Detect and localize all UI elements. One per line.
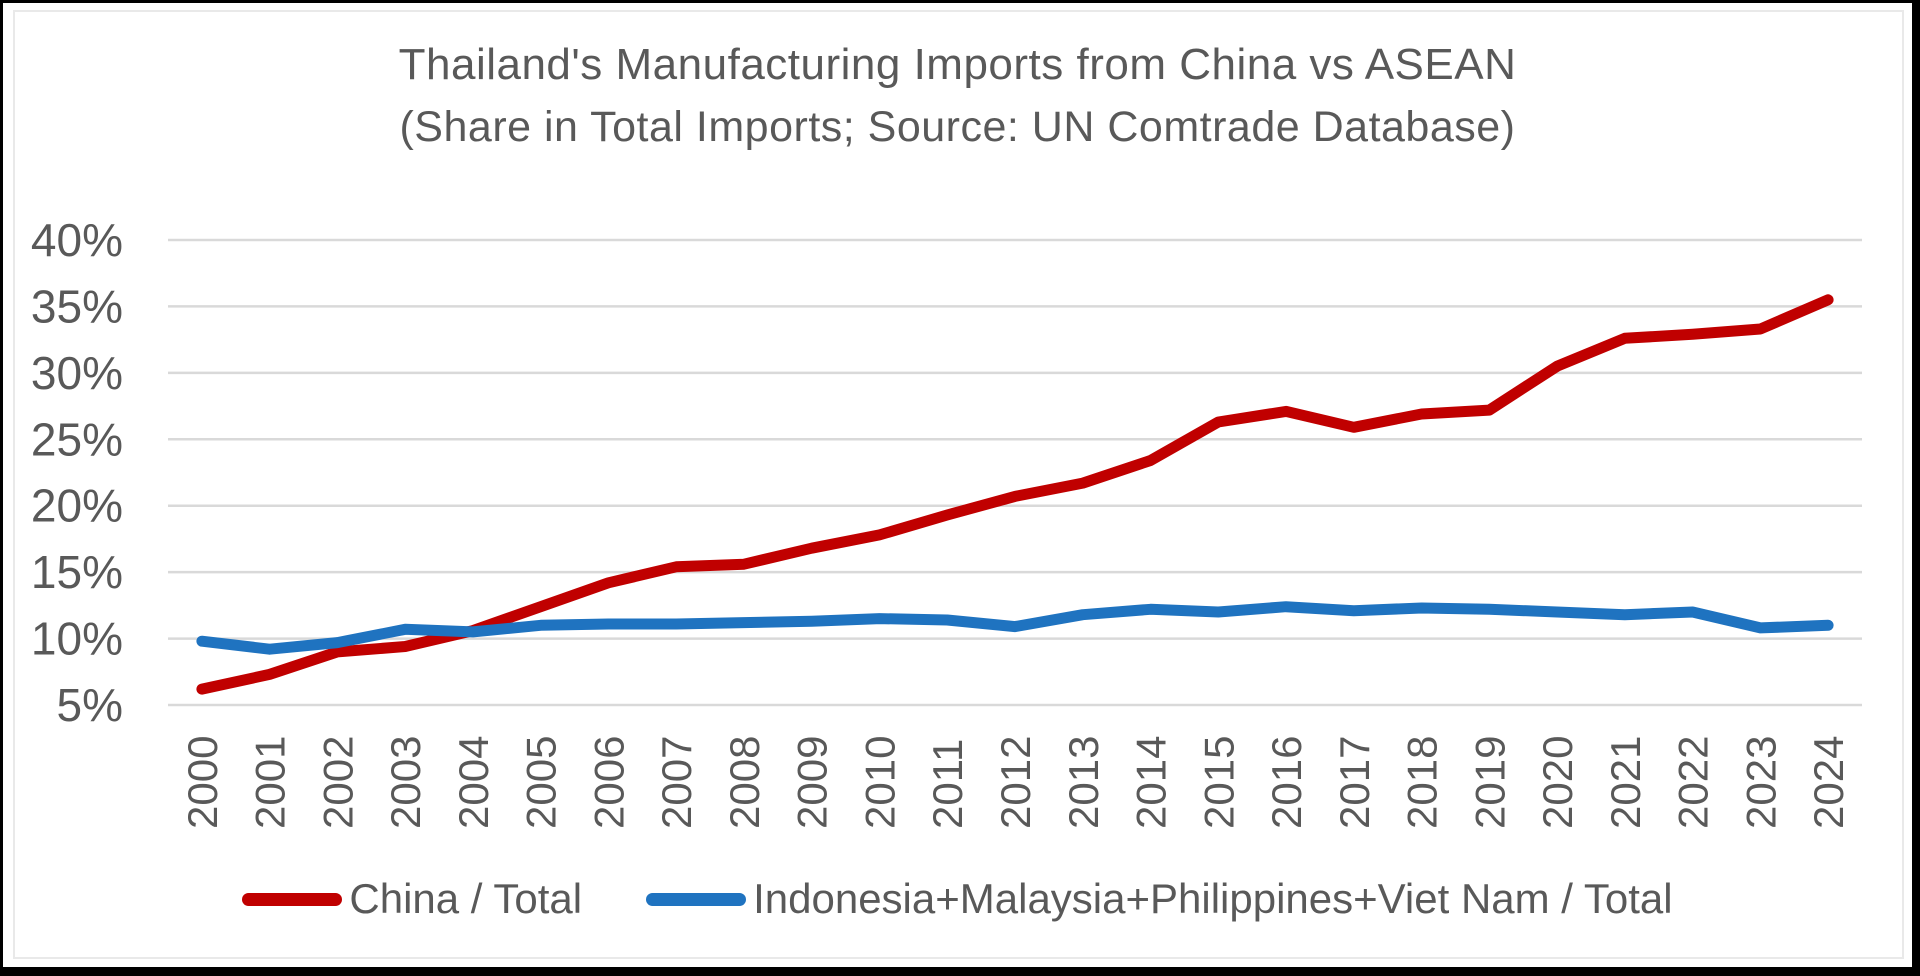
x-axis-tick-label: 2005 (518, 736, 565, 829)
series-line-asean (196, 601, 1834, 655)
chart-title: Thailand's Manufacturing Imports from Ch… (398, 40, 1517, 89)
y-axis-tick-label: 25% (31, 413, 123, 465)
y-axis-tick-label: 30% (31, 347, 123, 399)
x-axis-tick-label: 2003 (382, 736, 429, 829)
legend-item-asean: Indonesia+Malaysia+Philippines+Viet Nam … (646, 875, 1673, 923)
y-axis-tick-label: 20% (31, 480, 123, 532)
x-axis-tick-label: 2024 (1805, 736, 1852, 829)
x-axis-tick-label: 2012 (992, 736, 1039, 829)
y-axis-tick-label: 10% (31, 613, 123, 665)
x-axis-tick-label: 2020 (1534, 736, 1581, 829)
chart-subtitle: (Share in Total Imports; Source: UN Comt… (399, 103, 1516, 151)
x-axis-tick-label: 2016 (1263, 736, 1310, 829)
legend-swatch-china (242, 892, 343, 906)
x-axis-tick-label: 2014 (1128, 736, 1175, 829)
x-axis-tick-label: 2008 (721, 736, 768, 829)
legend-item-china: China / Total (242, 875, 582, 923)
x-axis-tick-label: 2000 (179, 736, 226, 829)
x-axis-tick-label: 2013 (1060, 736, 1107, 829)
x-axis-tick-label: 2004 (450, 736, 497, 829)
x-axis-tick-label: 2018 (1399, 736, 1446, 829)
x-axis-tick-label: 2011 (924, 739, 971, 829)
x-axis-tick-label: 2010 (857, 736, 904, 829)
chart-area-border (13, 10, 1904, 959)
x-axis-tick-label: 2015 (1195, 736, 1242, 829)
plot-area: 5% 10% 15% 20% 25% 30% 35% 40% 2000 2001 2002 2003 2… (31, 214, 1862, 829)
x-axis-tick-label: 2022 (1670, 736, 1717, 829)
chart-canvas: Thailand's Manufacturing Imports from Ch… (3, 3, 1912, 967)
x-axis-tick-label: 2023 (1737, 736, 1784, 829)
legend-label: Indonesia+Malaysia+Philippines+Viet Nam … (753, 875, 1673, 922)
x-axis-tick-label: 2017 (1331, 736, 1378, 829)
x-axis-tick-label: 2019 (1466, 736, 1513, 829)
y-axis-tick-label: 15% (31, 546, 123, 598)
x-axis-tick-label: 2007 (653, 736, 700, 829)
x-axis-tick-label: 2001 (247, 736, 294, 829)
y-axis-tick-label: 35% (31, 280, 123, 332)
x-axis-tick-label: 2002 (314, 736, 361, 829)
y-axis-tick-label: 40% (31, 214, 123, 266)
x-axis-tick-label: 2021 (1602, 736, 1649, 829)
legend-swatch-asean (646, 892, 747, 906)
legend-label: China / Total (349, 875, 583, 922)
x-axis-tick-label: 2009 (789, 736, 836, 829)
legend: China / Total Indonesia+Malaysia+Philippi… (3, 875, 1912, 923)
x-axis-tick-label: 2006 (585, 736, 632, 829)
y-axis-tick-label: 5% (57, 679, 123, 731)
